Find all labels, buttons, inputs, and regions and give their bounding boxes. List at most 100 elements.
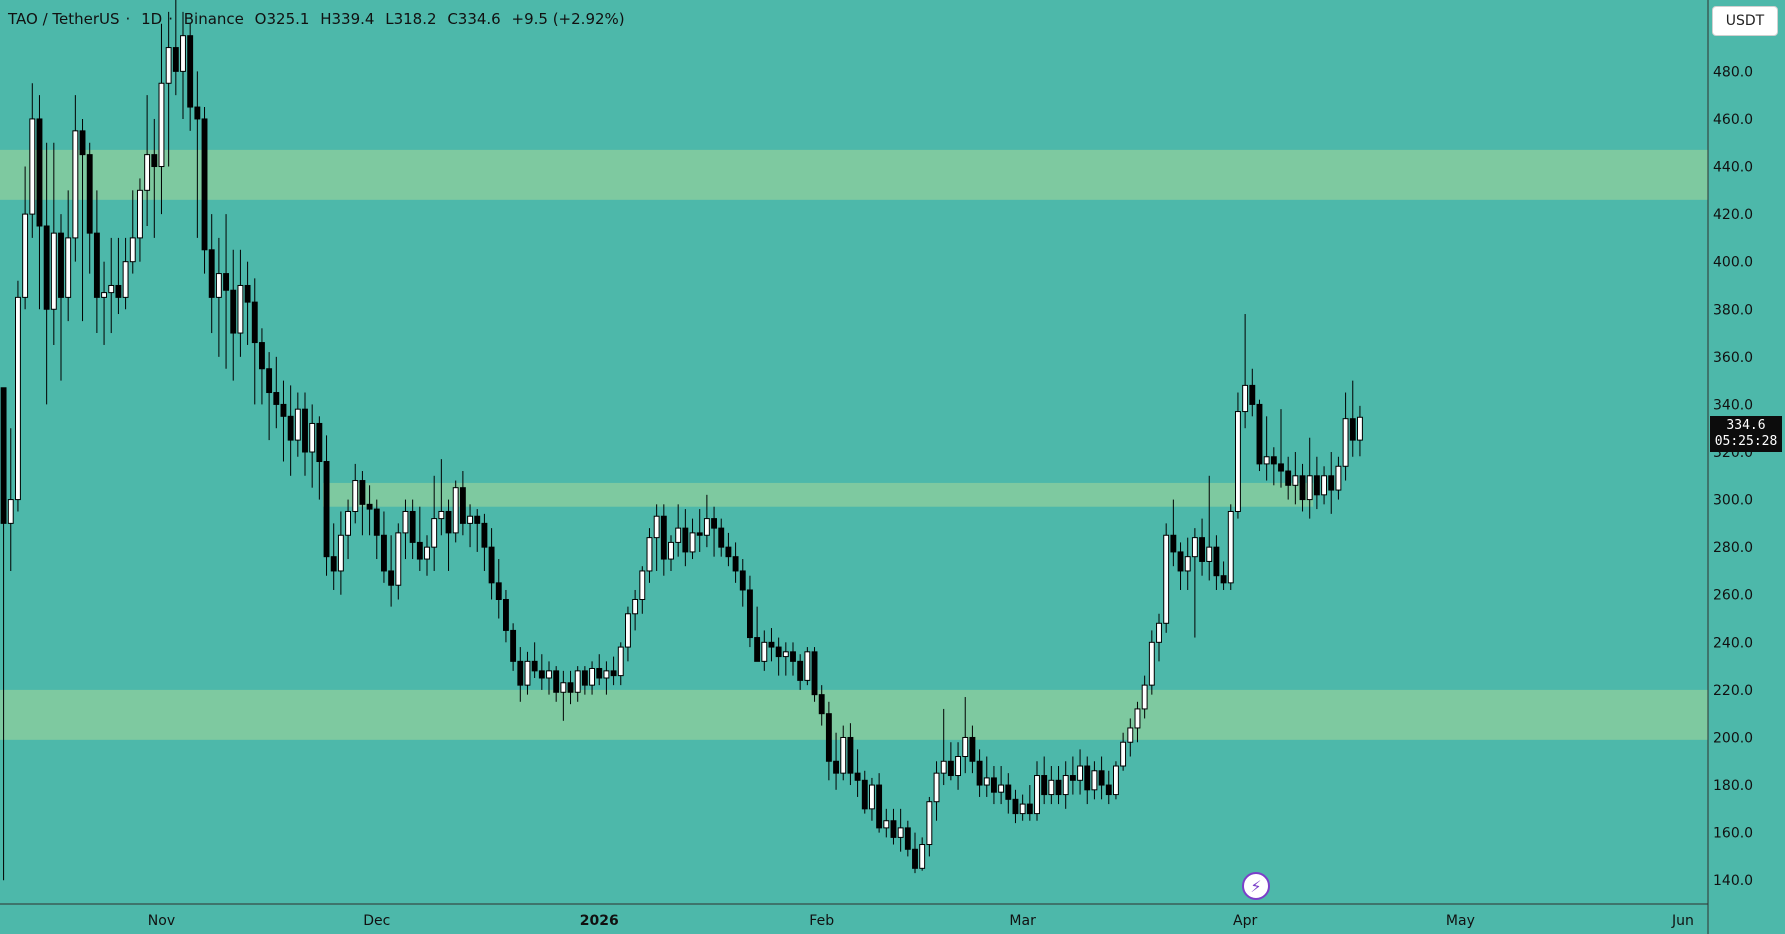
candle-body xyxy=(596,667,603,679)
candle-body xyxy=(969,736,976,762)
candle-2025-12-10 xyxy=(438,459,445,536)
candle-body xyxy=(1321,475,1327,496)
price-tick-label: 160.0 xyxy=(1713,826,1753,842)
last-price-tag: 334.6 05:25:28 xyxy=(1710,416,1782,452)
time-tick-label: Jun xyxy=(1671,913,1694,929)
candle-2026-03-21 xyxy=(1163,523,1170,633)
candle-body xyxy=(653,515,660,539)
candle-body xyxy=(208,249,215,298)
price-tick-label: 400.0 xyxy=(1713,255,1753,271)
candle-2025-12-09 xyxy=(431,475,438,571)
candle-body xyxy=(696,532,703,536)
candle-body xyxy=(172,47,179,72)
legend-close: C334.6 xyxy=(447,10,501,28)
candle-body xyxy=(617,646,624,677)
candle-body xyxy=(1098,770,1105,786)
candle-2026-02-15 xyxy=(919,837,926,871)
candle-2026-04-06 xyxy=(1278,409,1284,488)
candle-body xyxy=(1313,475,1320,496)
candle-2026-03-25 xyxy=(1191,528,1198,638)
candle-2025-11-01 xyxy=(158,23,165,215)
bar-countdown: 05:25:28 xyxy=(1714,434,1778,449)
candle-2025-10-25 xyxy=(108,237,115,334)
candle-2026-04-07 xyxy=(1285,456,1292,500)
candle-2025-10-12 xyxy=(15,280,21,512)
candle-body xyxy=(883,820,890,829)
candle-body xyxy=(876,784,883,829)
candle-2025-12-13 xyxy=(459,471,466,536)
candle-body xyxy=(86,154,93,234)
candle-2026-02-23 xyxy=(976,749,983,797)
candle-2026-01-11 xyxy=(668,535,674,571)
candle-2026-01-24 xyxy=(761,630,768,671)
legend-exchange: Binance xyxy=(183,10,244,28)
legend-sep-1: · xyxy=(125,10,131,28)
candle-2026-02-16 xyxy=(926,796,933,857)
time-tick-label: 2026 xyxy=(580,913,619,929)
candle-2025-12-17 xyxy=(488,528,495,600)
candle-body xyxy=(1077,765,1083,781)
candle-2026-03-10 xyxy=(1084,756,1091,805)
candle-2026-03-28 xyxy=(1213,535,1220,590)
price-tick-label: 360.0 xyxy=(1713,350,1753,366)
candle-body xyxy=(1120,741,1127,767)
zone-0 xyxy=(0,149,1708,200)
candle-2025-11-15 xyxy=(259,328,265,405)
candle-body xyxy=(1148,641,1155,686)
candle-2025-10-31 xyxy=(151,118,158,238)
candle-body xyxy=(1134,708,1141,729)
candle-body xyxy=(280,403,287,417)
candle-2026-03-03 xyxy=(1034,761,1040,821)
currency-unit-button[interactable]: USDT xyxy=(1712,6,1778,36)
candle-2025-10-16 xyxy=(43,142,50,405)
candle-2026-04-02 xyxy=(1249,368,1256,417)
candle-2026-02-26 xyxy=(998,766,1005,805)
candle-body xyxy=(58,232,64,298)
candle-2025-11-21 xyxy=(302,392,308,476)
candle-body xyxy=(1213,546,1220,577)
candle-body xyxy=(151,154,158,168)
candle-2025-11-08 xyxy=(208,214,215,334)
candle-2026-03-14 xyxy=(1113,761,1119,800)
symbol-legend: TAO / TetherUS · 1D · Binance O325.1 H339.… xyxy=(8,10,631,28)
candle-2026-03-02 xyxy=(1026,785,1033,821)
candle-body xyxy=(287,415,294,441)
lightning-icon[interactable]: ⚡ xyxy=(1242,872,1270,900)
candle-2026-01-02 xyxy=(603,661,610,695)
legend-pair[interactable]: TAO / TetherUS xyxy=(8,10,120,28)
candle-body xyxy=(79,130,86,156)
candle-2026-02-25 xyxy=(991,766,997,805)
candle-body xyxy=(1019,803,1026,815)
candle-body xyxy=(388,570,395,586)
candle-body xyxy=(531,660,538,672)
candle-2026-01-04 xyxy=(617,642,624,686)
candle-2026-01-06 xyxy=(632,589,639,631)
candle-2026-04-17 xyxy=(1357,405,1363,457)
candle-body xyxy=(359,480,366,505)
legend-interval[interactable]: 1D xyxy=(141,10,163,28)
candle-body xyxy=(703,518,710,536)
candle-2025-11-09 xyxy=(215,237,222,357)
candle-2026-04-10 xyxy=(1306,437,1313,519)
candle-body xyxy=(682,527,689,553)
candle-2026-03-01 xyxy=(1019,794,1026,821)
candle-2026-02-27 xyxy=(1005,773,1012,814)
candle-body xyxy=(904,827,911,850)
candle-body xyxy=(1349,418,1356,441)
candle-body xyxy=(912,848,918,869)
candle-body xyxy=(1184,556,1191,572)
candle-2025-10-13 xyxy=(22,166,29,310)
candle-body xyxy=(438,510,445,520)
candle-2025-11-11 xyxy=(230,249,237,381)
candle-2026-01-10 xyxy=(660,504,667,576)
candle-body xyxy=(36,118,43,227)
candle-body xyxy=(847,736,854,774)
candle-2025-10-29 xyxy=(137,178,143,262)
candle-body xyxy=(1055,779,1062,796)
candle-body xyxy=(266,368,273,394)
candle-2026-04-01 xyxy=(1242,314,1249,429)
candle-2026-01-29 xyxy=(797,654,804,690)
candle-body xyxy=(251,301,258,344)
